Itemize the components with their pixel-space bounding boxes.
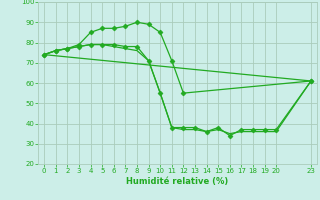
X-axis label: Humidité relative (%): Humidité relative (%): [126, 177, 229, 186]
